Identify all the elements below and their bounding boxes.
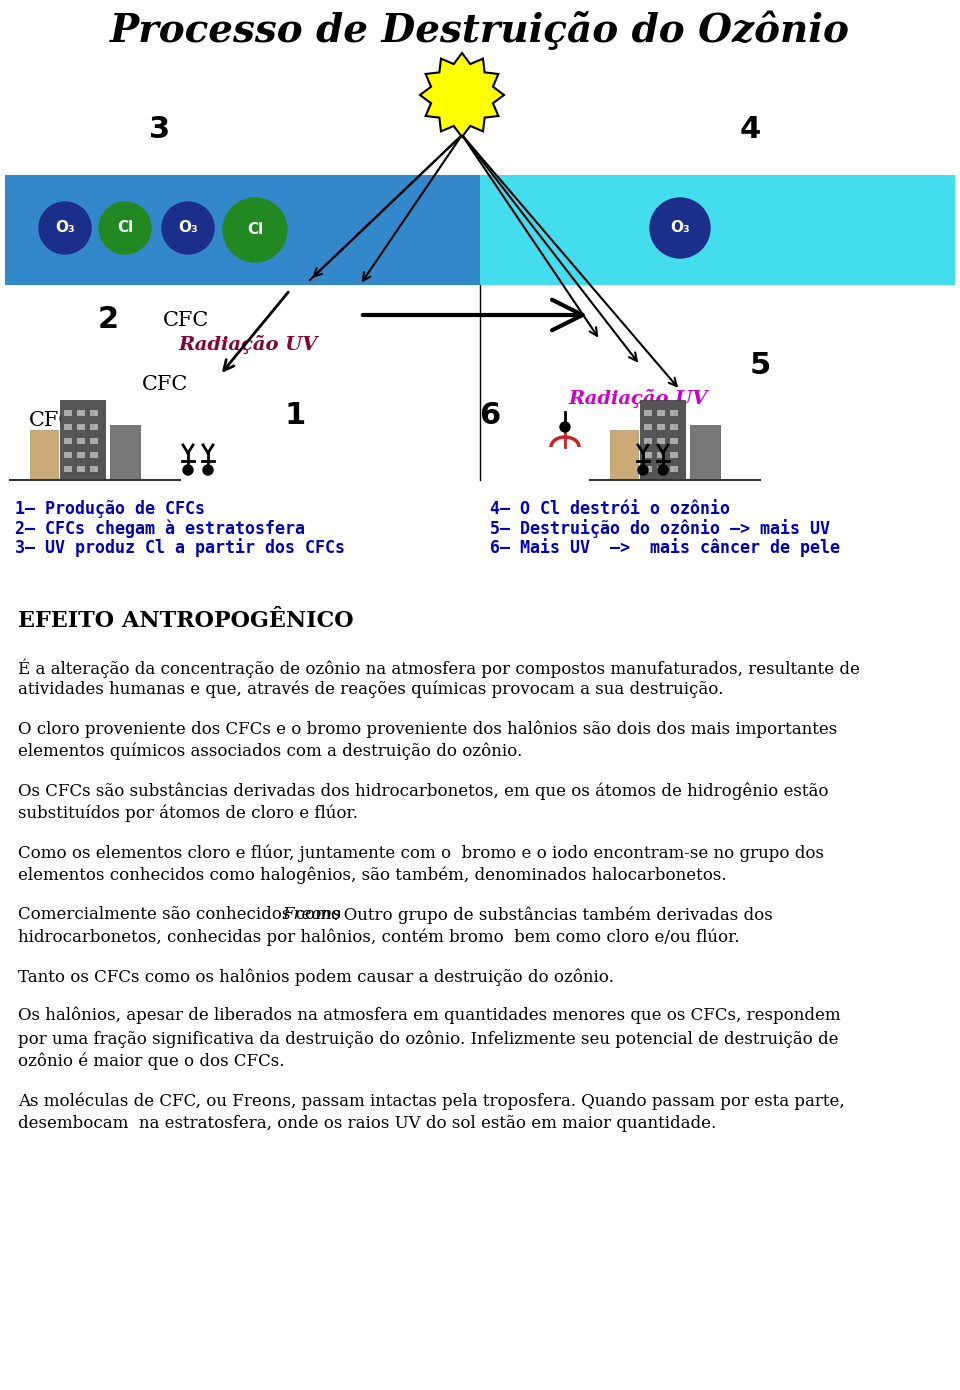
Text: Cl: Cl: [247, 222, 263, 238]
Text: . Outro grupo de substâncias também derivadas dos: . Outro grupo de substâncias também deri…: [327, 906, 772, 923]
Text: hidrocarbonetos, conhecidas por halônios, contém bromo  bem como cloro e/ou flúo: hidrocarbonetos, conhecidas por halônios…: [18, 929, 739, 947]
Text: substituídos por átomos de cloro e flúor.: substituídos por átomos de cloro e flúor…: [18, 805, 358, 823]
Text: desembocam  na estratosfera, onde os raios UV do sol estão em maior quantidade.: desembocam na estratosfera, onde os raio…: [18, 1115, 716, 1131]
Bar: [657, 452, 665, 457]
Text: atividades humanas e que, através de reações químicas provocam a sua destruição.: atividades humanas e que, através de rea…: [18, 681, 724, 699]
Bar: [90, 452, 98, 457]
Text: elementos químicos associados com a destruição do ozônio.: elementos químicos associados com a dest…: [18, 744, 522, 760]
Text: O₃: O₃: [55, 221, 75, 235]
Bar: [690, 425, 720, 480]
Bar: [77, 452, 85, 457]
Text: elementos conhecidos como halogênios, são também, denominados halocarbonetos.: elementos conhecidos como halogênios, sã…: [18, 867, 727, 884]
Text: 5– Destruição do ozônio –> mais UV: 5– Destruição do ozônio –> mais UV: [490, 518, 830, 538]
Bar: [644, 466, 652, 473]
Text: Como os elementos cloro e flúor, juntamente com o  bromo e o iodo encontram-se n: Como os elementos cloro e flúor, juntame…: [18, 844, 824, 862]
Bar: [110, 425, 140, 480]
Bar: [657, 424, 665, 430]
Bar: [64, 424, 72, 430]
Text: EFEITO ANTROPOGÊNICO: EFEITO ANTROPOGÊNICO: [18, 610, 353, 632]
Circle shape: [203, 466, 213, 475]
Bar: [670, 438, 678, 443]
Text: 2– CFCs chegam à estratosfera: 2– CFCs chegam à estratosfera: [15, 518, 305, 538]
Bar: [90, 410, 98, 416]
Text: por uma fração significativa da destruição do ozônio. Infelizmente seu potencial: por uma fração significativa da destruiç…: [18, 1030, 838, 1048]
Text: 3– UV produz Cl a partir dos CFCs: 3– UV produz Cl a partir dos CFCs: [15, 538, 345, 557]
Bar: [90, 466, 98, 473]
Polygon shape: [420, 53, 504, 138]
Circle shape: [183, 466, 193, 475]
Bar: [644, 410, 652, 416]
Text: 2: 2: [97, 306, 119, 335]
Text: Freons: Freons: [282, 906, 341, 923]
Bar: [64, 466, 72, 473]
Bar: [657, 438, 665, 443]
Text: 1– Produção de CFCs: 1– Produção de CFCs: [15, 500, 205, 518]
Bar: [644, 452, 652, 457]
Bar: [640, 400, 685, 480]
Bar: [644, 424, 652, 430]
Text: Comercialmente são conhecidos como: Comercialmente são conhecidos como: [18, 906, 347, 923]
Text: Radiação UV: Radiação UV: [568, 388, 708, 407]
Text: 1: 1: [284, 400, 305, 430]
Text: 3: 3: [150, 115, 171, 145]
Text: CFC: CFC: [163, 310, 209, 329]
Bar: [670, 466, 678, 473]
Text: As moléculas de CFC, ou Freons, passam intactas pela troposfera. Quando passam p: As moléculas de CFC, ou Freons, passam i…: [18, 1093, 845, 1109]
Circle shape: [658, 466, 668, 475]
Bar: [30, 430, 58, 480]
Bar: [657, 466, 665, 473]
Text: Cl: Cl: [117, 221, 133, 235]
Text: 4: 4: [739, 115, 760, 145]
Bar: [670, 410, 678, 416]
Circle shape: [39, 202, 91, 254]
Circle shape: [560, 423, 570, 432]
Bar: [77, 438, 85, 443]
Text: Os halônios, apesar de liberados na atmosfera em quantidades menores que os CFCs: Os halônios, apesar de liberados na atmo…: [18, 1006, 841, 1024]
Bar: [657, 410, 665, 416]
Bar: [610, 430, 638, 480]
Text: CFC: CFC: [142, 375, 188, 395]
Bar: [64, 410, 72, 416]
Bar: [90, 424, 98, 430]
Text: Processo de Destruição do Ozônio: Processo de Destruição do Ozônio: [110, 10, 850, 50]
Text: O cloro proveniente dos CFCs e o bromo proveniente dos halônios são dois dos mai: O cloro proveniente dos CFCs e o bromo p…: [18, 720, 837, 738]
Circle shape: [99, 202, 151, 254]
Text: CFC: CFC: [29, 410, 75, 430]
Bar: [644, 438, 652, 443]
Bar: [77, 410, 85, 416]
Circle shape: [162, 202, 214, 254]
Bar: [5, 175, 480, 285]
Text: Tanto os CFCs como os halônios podem causar a destruição do ozônio.: Tanto os CFCs como os halônios podem cau…: [18, 967, 613, 986]
Text: ozônio é maior que o dos CFCs.: ozônio é maior que o dos CFCs.: [18, 1054, 284, 1070]
Bar: [64, 438, 72, 443]
Bar: [77, 424, 85, 430]
Bar: [90, 438, 98, 443]
Text: 4– O Cl destrói o ozônio: 4– O Cl destrói o ozônio: [490, 500, 730, 518]
Bar: [670, 424, 678, 430]
Text: É a alteração da concentração de ozônio na atmosfera por compostos manufaturados: É a alteração da concentração de ozônio …: [18, 657, 860, 677]
Text: 6: 6: [479, 400, 500, 430]
Text: Os CFCs são substâncias derivadas dos hidrocarbonetos, em que os átomos de hidro: Os CFCs são substâncias derivadas dos hi…: [18, 783, 828, 799]
Text: O₃: O₃: [670, 221, 690, 235]
Bar: [670, 452, 678, 457]
Text: Radiação UV: Radiação UV: [179, 335, 318, 354]
Text: 5: 5: [750, 350, 771, 379]
Circle shape: [650, 197, 710, 259]
Text: 6– Mais UV  –>  mais câncer de pele: 6– Mais UV –> mais câncer de pele: [490, 538, 840, 557]
Text: O₃: O₃: [179, 221, 198, 235]
Circle shape: [223, 197, 287, 261]
Bar: [60, 400, 105, 480]
Circle shape: [638, 466, 648, 475]
Bar: [480, 175, 955, 285]
Bar: [64, 452, 72, 457]
Bar: [77, 466, 85, 473]
